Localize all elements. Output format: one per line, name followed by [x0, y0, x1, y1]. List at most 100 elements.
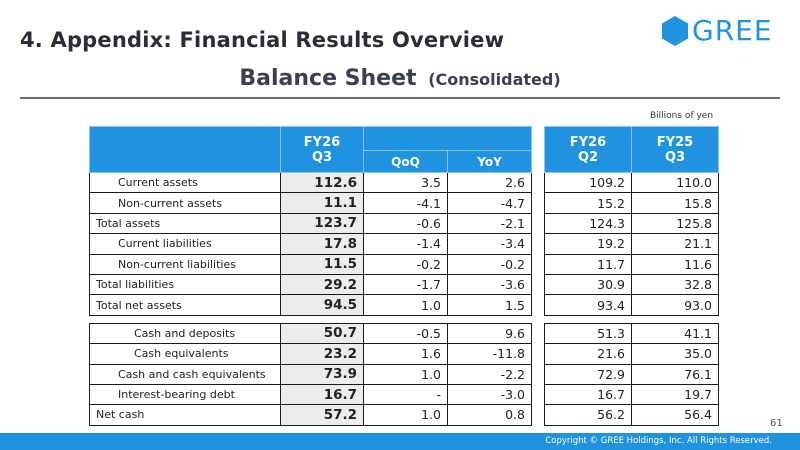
- table-row: Total assets 123.7 -0.6 -2.1 124.3 125.8: [89, 213, 719, 235]
- row-label: Total liabilities: [89, 274, 281, 296]
- row-label: Current liabilities: [89, 233, 281, 255]
- cell-qoq: -0.5: [363, 322, 448, 345]
- cell-yoy: -0.2: [447, 254, 532, 275]
- cell-prev-quarter: 30.9: [544, 274, 632, 296]
- cell-prev-quarter: 11.7: [544, 254, 632, 275]
- cell-prev-year: 110.0: [631, 171, 719, 194]
- cell-current: 112.6: [280, 171, 364, 194]
- copyright-text: Copyright © GREE Holdings, Inc. All Righ…: [545, 436, 772, 446]
- cell-prev-quarter: 19.2: [544, 233, 632, 255]
- header-qoq: QoQ: [363, 150, 448, 173]
- cell-yoy: 9.6: [447, 322, 532, 345]
- cell-current: 16.7: [280, 384, 364, 406]
- hexagon-logo-icon: [662, 15, 688, 46]
- table-row: Current liabilities 17.8 -1.4 -3.4 19.2 21.1: [89, 233, 719, 255]
- table-row: Non-current liabilities 11.5 -0.2 -0.2 11.7 1…: [89, 254, 719, 275]
- cell-qoq: 1.6: [363, 343, 448, 365]
- header-current: FY26 Q3: [280, 126, 364, 173]
- table-row: Cash equivalents 23.2 1.6 -11.8 21.6 35.0: [89, 343, 719, 365]
- cell-prev-year: 35.0: [631, 343, 719, 365]
- row-label: Current assets: [89, 171, 281, 194]
- units-label: Billions of yen: [650, 111, 714, 121]
- row-label: Cash and cash equivalents: [89, 364, 281, 385]
- row-label: Total assets: [89, 213, 281, 235]
- cell-prev-year: 32.8: [631, 274, 719, 296]
- cell-yoy: 2.6: [447, 171, 532, 194]
- cell-prev-quarter: 124.3: [544, 213, 632, 235]
- cell-qoq: 1.0: [363, 404, 448, 426]
- cell-yoy: 1.5: [447, 294, 532, 316]
- balance-sheet-table: FY26 Q3 FY26 Q2 FY25 Q3 QoQ YoY Current …: [89, 126, 719, 426]
- page-number: 61: [770, 418, 783, 429]
- cell-yoy: -11.8: [447, 343, 532, 365]
- cell-current: 57.2: [280, 404, 364, 426]
- cell-qoq: 3.5: [363, 171, 448, 194]
- cell-qoq: -1.7: [363, 274, 448, 296]
- cell-current: 11.5: [280, 254, 364, 275]
- cell-qoq: -0.6: [363, 213, 448, 235]
- cell-current: 94.5: [280, 294, 364, 316]
- cell-prev-quarter: 109.2: [544, 171, 632, 194]
- cell-prev-year: 11.6: [631, 254, 719, 275]
- row-label: Cash and deposits: [89, 322, 281, 345]
- cell-qoq: 1.0: [363, 364, 448, 385]
- row-label: Non-current liabilities: [89, 254, 281, 275]
- cell-qoq: -0.2: [363, 254, 448, 275]
- header-prev-year: FY25 Q3: [631, 126, 719, 173]
- header-prev-quarter: FY26 Q2: [544, 126, 632, 173]
- sheet-title-main: Balance Sheet: [239, 66, 417, 91]
- cell-current: 50.7: [280, 322, 364, 345]
- cell-prev-quarter: 16.7: [544, 384, 632, 406]
- cell-current: 123.7: [280, 213, 364, 235]
- cell-qoq: -1.4: [363, 233, 448, 255]
- cell-prev-year: 76.1: [631, 364, 719, 385]
- header-label-cell: [89, 126, 281, 173]
- cell-yoy: 0.8: [447, 404, 532, 426]
- cell-current: 11.1: [280, 192, 364, 214]
- cell-prev-quarter: 51.3: [544, 322, 632, 345]
- row-label: Interest-bearing debt: [89, 384, 281, 406]
- table-row: Total net assets 94.5 1.0 1.5 93.4 93.0: [89, 294, 719, 316]
- cell-yoy: -2.2: [447, 364, 532, 385]
- cell-yoy: -3.6: [447, 274, 532, 296]
- cell-prev-quarter: 15.2: [544, 192, 632, 214]
- table-row: Cash and deposits 50.7 -0.5 9.6 51.3 41.1: [89, 322, 719, 345]
- table-row: Interest-bearing debt 16.7- -3.0 16.7 19.7: [89, 384, 719, 406]
- row-label: Cash equivalents: [89, 343, 281, 365]
- table-row: Total liabilities 29.2 -1.7 -3.6 30.9 32.8: [89, 274, 719, 296]
- cell-qoq: 1.0: [363, 294, 448, 316]
- cell-current: 29.2: [280, 274, 364, 296]
- cell-current: 23.2: [280, 343, 364, 365]
- cell-current: 73.9: [280, 364, 364, 385]
- cell-yoy: -3.4: [447, 233, 532, 255]
- cell-prev-year: 15.8: [631, 192, 719, 214]
- sheet-title: Balance Sheet (Consolidated): [0, 66, 800, 91]
- cell-current: 17.8: [280, 233, 364, 255]
- cell-prev-quarter: 56.2: [544, 404, 632, 426]
- title-divider: [20, 97, 780, 99]
- row-label: Net cash: [89, 404, 281, 426]
- cell-yoy: -3.0: [447, 384, 532, 406]
- table-row: Cash and cash equivalents 73.9 1.0 -2.2 72.9…: [89, 364, 719, 385]
- footer-bar: Copyright © GREE Holdings, Inc. All Righ…: [0, 433, 800, 450]
- cell-qoq: -: [363, 384, 448, 406]
- logo-text: GREE: [692, 14, 773, 47]
- cell-yoy: -4.7: [447, 192, 532, 214]
- header-change-group: [363, 126, 532, 151]
- cell-prev-quarter: 72.9: [544, 364, 632, 385]
- table-row: Net cash 57.2 1.0 0.8 56.2 56.4: [89, 404, 719, 426]
- cell-prev-quarter: 21.6: [544, 343, 632, 365]
- cell-prev-quarter: 93.4: [544, 294, 632, 316]
- cell-prev-year: 125.8: [631, 213, 719, 235]
- cell-prev-year: 19.7: [631, 384, 719, 406]
- header-yoy: YoY: [447, 150, 532, 173]
- table-row: Non-current assets 11.1 -4.1 -4.7 15.2 15.8: [89, 192, 719, 214]
- cell-yoy: -2.1: [447, 213, 532, 235]
- row-label: Total net assets: [89, 294, 281, 316]
- table-row: Current assets 112.6 3.5 2.6 109.2 110.0: [89, 171, 719, 194]
- gree-logo: GREE: [662, 14, 773, 47]
- cell-prev-year: 21.1: [631, 233, 719, 255]
- cell-prev-year: 41.1: [631, 322, 719, 345]
- cell-qoq: -4.1: [363, 192, 448, 214]
- slide-title: 4. Appendix: Financial Results Overview: [20, 28, 505, 52]
